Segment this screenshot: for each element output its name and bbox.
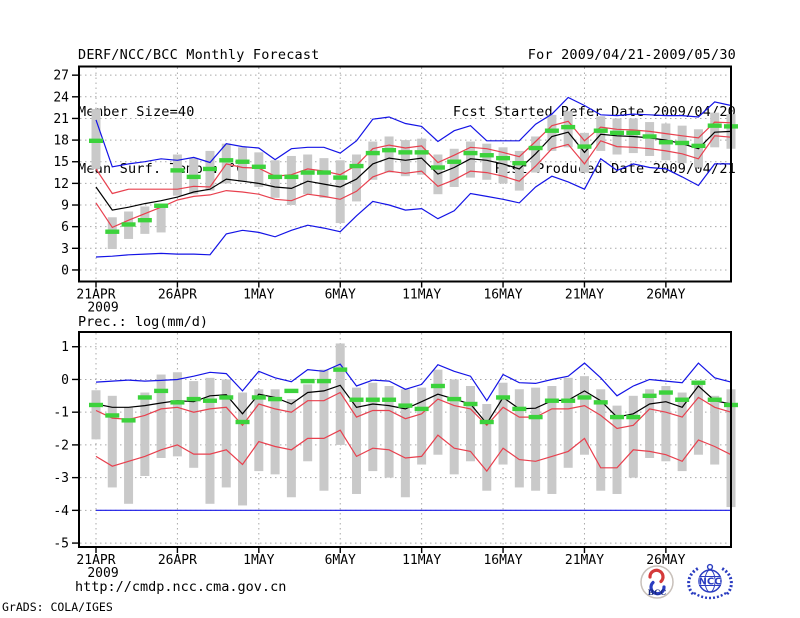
svg-text:-4: -4 [53, 504, 69, 519]
forecast-range-label: For 2009/04/21-2009/05/30 [527, 47, 736, 63]
svg-text:24: 24 [53, 90, 69, 105]
svg-text:18: 18 [53, 134, 69, 149]
svg-text:26MAY: 26MAY [646, 553, 685, 568]
member-size-label: Member Size=40 [78, 104, 195, 120]
svg-text:21: 21 [53, 112, 69, 127]
series-ensemble-min [95, 157, 731, 258]
bcc-swirl-red [648, 568, 665, 584]
svg-text:26APR: 26APR [158, 553, 197, 568]
svg-text:16MAY: 16MAY [483, 288, 522, 303]
svg-text:26MAY: 26MAY [646, 288, 685, 303]
ensemble-median-dashes [89, 123, 738, 234]
source-url: http://cmdp.ncc.cma.gov.cn [75, 579, 287, 595]
chart-frame [78, 331, 732, 548]
series-ensemble-mean [95, 130, 732, 211]
precipitation-chart: -5 -4 -3 -2 -1 0 1 21APR 26APR 1MAY 6MAY 11MAY 16MAY… [53, 314, 738, 581]
ncc-globe-meridian [704, 569, 716, 593]
ncc-wreath-right [720, 566, 733, 596]
series-lower-spread [95, 429, 732, 473]
svg-text:11MAY: 11MAY [402, 288, 441, 303]
series-lower-spread [95, 135, 732, 229]
ncc-wreath-left [687, 566, 700, 596]
ncc-wreath-bottom [693, 591, 727, 600]
grads-credit: GrADS: COLA/IGES [2, 600, 113, 614]
svg-text:9: 9 [61, 199, 69, 214]
series-ensemble-max [95, 96, 732, 168]
ensemble-spread-bars [91, 343, 736, 508]
svg-text:3: 3 [61, 242, 69, 257]
ncc-top-globe [706, 563, 714, 571]
svg-text:2009: 2009 [87, 566, 118, 581]
ensemble-median-dashes [89, 367, 738, 425]
svg-text:15: 15 [53, 155, 69, 170]
series-ensemble-mean [95, 384, 732, 425]
bcc-logo-label: BCC [648, 588, 666, 597]
page-title: DERF/NCC/BCC Monthly Forecast [78, 47, 320, 63]
ncc-logo: NCC [684, 562, 736, 608]
axis-ticks-labels: -5 -4 -3 -2 -1 0 1 21APR 26APR 1MAY 6MAY 11MAY 16MAY… [53, 340, 685, 581]
svg-text:-1: -1 [53, 406, 69, 421]
svg-text:0: 0 [61, 263, 69, 278]
svg-text:21MAY: 21MAY [565, 288, 604, 303]
svg-text:-3: -3 [53, 471, 69, 486]
svg-text:11MAY: 11MAY [402, 553, 441, 568]
svg-text:12: 12 [53, 177, 69, 192]
svg-text:1MAY: 1MAY [243, 553, 274, 568]
svg-text:26APR: 26APR [158, 288, 197, 303]
svg-text:16MAY: 16MAY [483, 553, 522, 568]
bcc-logo: BCC [640, 564, 676, 608]
svg-text:1MAY: 1MAY [243, 288, 274, 303]
svg-text:-5: -5 [53, 537, 69, 552]
svg-text:6MAY: 6MAY [325, 553, 356, 568]
svg-text:6: 6 [61, 220, 69, 235]
svg-text:21MAY: 21MAY [565, 553, 604, 568]
svg-text:0: 0 [61, 373, 69, 388]
series-ensemble-max [95, 362, 732, 402]
svg-text:1: 1 [61, 340, 69, 355]
svg-text:-2: -2 [53, 438, 69, 453]
series-upper-spread [95, 120, 732, 195]
ncc-logo-label: NCC [698, 577, 721, 588]
temperature-chart: 0 3 6 9 12 15 18 21 24 27 21APR 26APR 1MAY 6MAY 11MAY 1… [53, 65, 738, 316]
chart-frame [78, 65, 732, 283]
svg-text:6MAY: 6MAY [325, 288, 356, 303]
svg-text:2009: 2009 [87, 301, 118, 316]
bcc-swirl-blue [649, 580, 666, 596]
svg-text:21APR: 21APR [76, 553, 115, 568]
svg-text:27: 27 [53, 69, 69, 84]
series-upper-spread [95, 391, 732, 430]
axis-ticks-labels: 0 3 6 9 12 15 18 21 24 27 21APR 26APR 1MAY 6MAY 11MAY 1… [53, 69, 685, 316]
svg-text:21APR: 21APR [76, 288, 115, 303]
precip-chart-title: Prec.: log(mm/d) [78, 314, 208, 330]
